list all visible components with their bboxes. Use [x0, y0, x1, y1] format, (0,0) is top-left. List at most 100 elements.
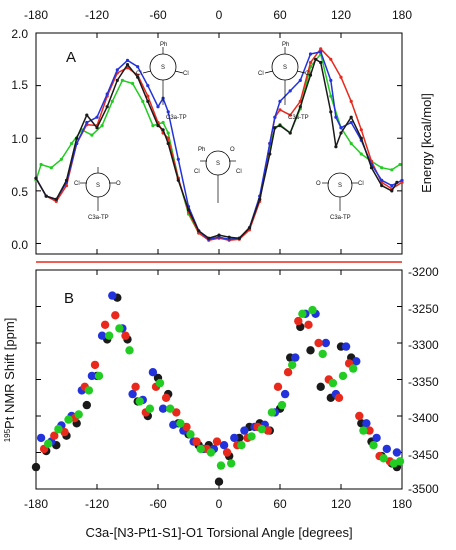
cl-label: Cl: [236, 169, 242, 175]
nmr-point: [291, 353, 300, 362]
nmr-point: [214, 477, 224, 486]
energy-point: [349, 141, 353, 146]
panel-b-ylabel: 195Pt NMR Shift [ppm]: [2, 318, 17, 443]
bottom-tick-label: 180: [392, 497, 412, 511]
energy-point: [176, 178, 180, 182]
energy-point: [207, 236, 211, 240]
energy-point: [369, 166, 374, 170]
energy-point: [339, 131, 343, 135]
ph-label: Ph: [160, 42, 167, 48]
energy-point: [278, 124, 282, 128]
energy-point: [308, 52, 313, 56]
panel-b-ylabel-sup: 195: [3, 428, 12, 442]
energy-point: [395, 180, 399, 184]
energy-point: [288, 131, 292, 135]
energy-point: [90, 133, 94, 137]
energy-point: [217, 233, 221, 237]
nmr-point: [186, 430, 195, 439]
panel-b-ytick-label: -3500: [408, 482, 439, 496]
nmr-point: [182, 422, 191, 432]
o-label: O: [316, 181, 321, 187]
substituent-label: C3a-TP: [288, 115, 309, 121]
nmr-point: [318, 349, 327, 359]
energy-point: [380, 184, 384, 188]
panel-a-ytick-label: 1.0: [11, 132, 28, 146]
panel-a-label: A: [66, 49, 76, 66]
nmr-point: [121, 331, 130, 340]
nmr-point: [216, 461, 226, 470]
nmr-point: [288, 360, 297, 370]
newman-projection-top-left: Ph Cl Cl S C3a-TP: [136, 42, 189, 121]
energy-point: [176, 157, 180, 161]
energy-point: [349, 99, 353, 103]
nmr-point: [108, 291, 117, 300]
panel-b-ytick-label: -3300: [408, 338, 439, 352]
energy-point: [44, 194, 48, 198]
nmr-point: [155, 378, 165, 388]
nmr-point: [280, 389, 290, 399]
top-tick-label: 0: [216, 8, 223, 22]
bottom-tick-label: -180: [24, 497, 48, 511]
energy-point: [141, 99, 145, 103]
panel-b-ytick-label: -3400: [408, 411, 439, 425]
energy-point: [390, 184, 394, 188]
energy-point: [115, 78, 119, 82]
energy-point: [227, 235, 231, 239]
ph-label: Ph: [282, 42, 289, 48]
nmr-point: [283, 368, 293, 377]
nmr-point: [298, 309, 307, 318]
s-label: S: [283, 65, 287, 71]
nmr-point: [87, 371, 97, 381]
newman-projection-right: O Cl S C3a-TP: [316, 172, 364, 221]
energy-point: [125, 63, 130, 67]
panel-a-ytick-label: 0.5: [11, 185, 28, 199]
top-tick-label: -120: [85, 8, 109, 22]
nmr-point: [166, 404, 175, 413]
s-label: S: [161, 65, 165, 71]
nmr-point: [392, 448, 402, 457]
s-label: S: [338, 183, 342, 189]
nmr-point: [328, 378, 338, 388]
nmr-point: [355, 411, 364, 421]
energy-point: [247, 226, 252, 230]
nmr-point: [176, 419, 185, 428]
nmr-point: [192, 437, 201, 446]
nmr-point: [84, 386, 94, 395]
panel-a-ticks: [35, 32, 403, 254]
energy-point: [380, 166, 384, 170]
energy-point: [70, 141, 74, 146]
newman-projection-center: Ph O Cl Cl S: [194, 147, 242, 203]
energy-point: [278, 108, 282, 112]
energy-point: [110, 99, 114, 103]
energy-point: [95, 126, 99, 130]
energy-series-line: [35, 48, 403, 242]
x-axis-label: C3a-[N3-Pt1-S1]-O1 Torsional Angle [degr…: [85, 525, 352, 540]
energy-point: [314, 57, 318, 61]
energy-point: [329, 78, 333, 82]
energy-point: [288, 89, 292, 93]
top-tick-label: 180: [392, 8, 412, 22]
nmr-point: [36, 433, 46, 443]
energy-point: [339, 126, 343, 130]
nmr-point: [169, 420, 178, 429]
nmr-point: [349, 364, 358, 373]
panel-b-series: [31, 291, 405, 486]
newman-projection-left: Cl O S C3a-TP: [74, 167, 121, 221]
top-tick-label: 120: [331, 8, 351, 22]
energy-point: [359, 136, 363, 140]
energy-point: [54, 197, 58, 201]
energy-point: [75, 136, 79, 140]
energy-point: [34, 176, 38, 180]
nmr-point: [277, 400, 287, 410]
nmr-point: [219, 441, 229, 450]
panel-a-ytick-label: 0.0: [11, 238, 28, 252]
nmr-point: [125, 346, 134, 355]
cl-label: Cl: [194, 169, 200, 175]
nmr-point: [115, 324, 124, 333]
energy-point: [115, 68, 119, 72]
nmr-point: [54, 424, 63, 434]
panel-b-ylabel-main: Pt NMR Shift [ppm]: [2, 318, 17, 429]
nmr-point: [369, 441, 378, 450]
o-label: O: [116, 181, 121, 187]
energy-point: [166, 136, 170, 140]
